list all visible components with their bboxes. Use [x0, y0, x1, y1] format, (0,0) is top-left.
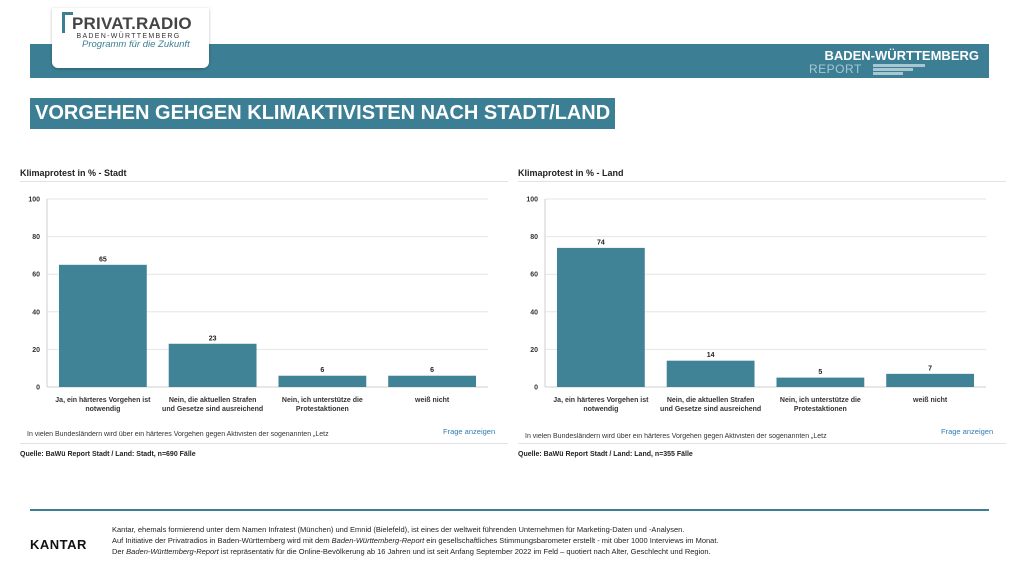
question-text-land: In vielen Bundesländern wird über ein hä…	[525, 433, 827, 440]
x-tick-label: Protestaktionen	[794, 406, 847, 413]
source-land: Quelle: BaWü Report Stadt / Land: Land, …	[518, 451, 693, 458]
footer-line-2: Auf Initiative der Privatradios in Baden…	[112, 536, 719, 545]
chart-bottom-divider-land	[518, 443, 1006, 444]
privat-radio-logo: PRIVAT.RADIO BADEN-WÜRTTEMBERG Programm …	[52, 8, 209, 68]
report-subtitle: REPORT	[809, 62, 862, 76]
show-question-link-stadt[interactable]: Frage anzeigen	[443, 427, 496, 436]
x-tick-label: notwendig	[583, 406, 618, 413]
data-label: 6	[430, 367, 434, 374]
x-tick-label: Nein, die aktuellen Strafen	[667, 397, 755, 404]
bar	[278, 375, 367, 387]
y-tick-label: 100	[28, 197, 40, 204]
chart-bottom-divider-stadt	[20, 443, 508, 444]
bar-chart-land: 0 20 40 60 80 100 74 Ja, ein härteres Vorgehen …	[526, 197, 986, 413]
data-label: 23	[209, 335, 217, 342]
y-tick-label: 20	[32, 347, 40, 354]
data-label: 6	[320, 367, 324, 374]
data-label: 7	[928, 365, 932, 372]
y-tick-label: 80	[32, 234, 40, 241]
logo-title: PRIVAT.RADIO	[72, 14, 192, 33]
y-tick-label: 80	[530, 234, 538, 241]
x-tick-label: und Gesetze sind ausreichend	[660, 406, 761, 413]
x-tick-label: notwendig	[85, 406, 120, 413]
bar	[168, 343, 257, 387]
show-question-link-land[interactable]: Frage anzeigen	[941, 427, 994, 436]
y-tick-label: 60	[530, 272, 538, 279]
bar	[666, 360, 755, 387]
chart-divider-stadt	[20, 181, 508, 182]
chart-divider-land	[518, 181, 1006, 182]
x-tick-label: Ja, ein härteres Vorgehen ist	[55, 397, 151, 404]
x-tick-label: weiß nicht	[414, 397, 450, 404]
data-label: 74	[597, 239, 605, 246]
x-tick-label: Ja, ein härteres Vorgehen ist	[553, 397, 649, 404]
y-tick-label: 60	[32, 272, 40, 279]
logo-subtitle: BADEN-WÜRTTEMBERG	[76, 33, 181, 40]
x-tick-label: Nein, ich unterstütze die	[780, 397, 861, 404]
x-tick-label: Nein, die aktuellen Strafen	[169, 397, 257, 404]
y-tick-label: 40	[530, 309, 538, 316]
logo-bracket-icon	[62, 12, 73, 33]
bar	[388, 375, 477, 387]
footer-line-1: Kantar, ehemals formierend unter dem Nam…	[112, 525, 685, 534]
report-bars-icon	[873, 64, 935, 75]
bar-chart-stadt: 0 20 40 60 80 100 65 Ja, ein härteres Vorgehen …	[28, 197, 488, 413]
bar	[556, 247, 645, 387]
y-tick-label: 40	[32, 309, 40, 316]
y-tick-label: 0	[534, 385, 538, 392]
data-label: 65	[99, 256, 107, 263]
x-tick-label: Nein, ich unterstütze die	[282, 397, 363, 404]
chart-title-stadt: Klimaprotest in % - Stadt	[20, 168, 127, 178]
y-tick-label: 100	[526, 197, 538, 204]
kantar-logo: KANTAR	[30, 537, 87, 552]
data-label: 5	[818, 369, 822, 376]
report-title: BADEN-WÜRTTEMBERG	[824, 48, 979, 63]
question-text-stadt: In vielen Bundesländern wird über ein hä…	[27, 431, 329, 438]
x-tick-label: Protestaktionen	[296, 406, 349, 413]
bar	[776, 377, 865, 387]
data-label: 14	[707, 352, 715, 359]
source-stadt: Quelle: BaWü Report Stadt / Land: Stadt,…	[20, 451, 196, 458]
bar	[58, 264, 147, 387]
page-title: VORGEHEN GEHGEN KLIMAKTIVISTEN NACH STAD…	[30, 98, 616, 129]
footer-divider	[30, 509, 989, 511]
footer-line-3: Der Baden-Württemberg-Report ist repräse…	[112, 547, 711, 556]
logo-tagline: Programm für die Zukunft	[82, 39, 190, 50]
bar	[886, 373, 975, 387]
y-tick-label: 0	[36, 385, 40, 392]
x-tick-label: weiß nicht	[912, 397, 948, 404]
y-tick-label: 20	[530, 347, 538, 354]
x-tick-label: und Gesetze sind ausreichend	[162, 406, 263, 413]
chart-title-land: Klimaprotest in % - Land	[518, 168, 624, 178]
